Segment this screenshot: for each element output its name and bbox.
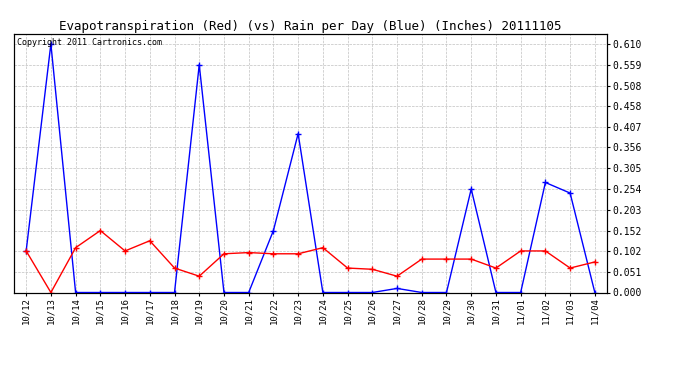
Title: Evapotranspiration (Red) (vs) Rain per Day (Blue) (Inches) 20111105: Evapotranspiration (Red) (vs) Rain per D… [59, 20, 562, 33]
Text: Copyright 2011 Cartronics.com: Copyright 2011 Cartronics.com [17, 38, 161, 46]
